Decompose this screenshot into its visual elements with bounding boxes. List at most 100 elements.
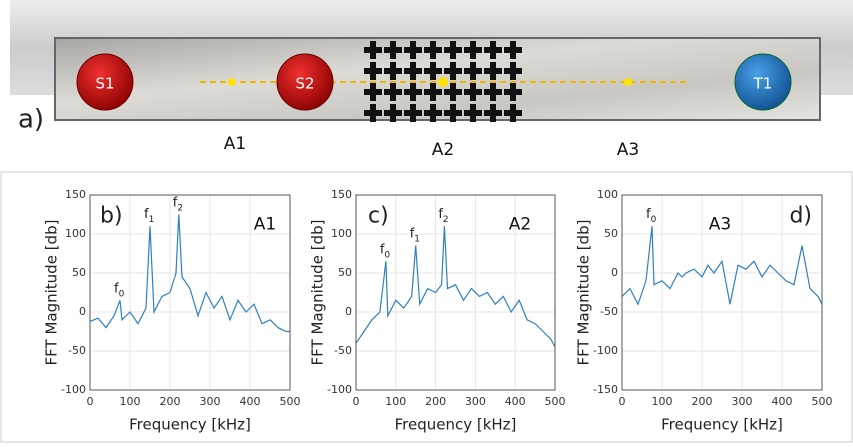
x-tick-label: 500: [812, 395, 833, 408]
panel-label: c): [368, 204, 389, 229]
actuator: [364, 41, 382, 59]
actuator: [424, 41, 442, 59]
peak-label-base: f: [646, 207, 651, 222]
x-tick-label: 0: [619, 395, 626, 408]
peak-label: f0: [380, 242, 391, 260]
chart: -150 -100 -50 0 50 100 0 100 200 300 400 500 Frequen…: [575, 188, 833, 434]
y-tick-label: 0: [79, 305, 86, 318]
y-tick-label: -50: [68, 344, 86, 357]
spectrum-line: [89, 214, 290, 333]
x-tick-label: 400: [240, 395, 261, 408]
source-node: [76, 53, 134, 111]
x-tick-label: 100: [385, 395, 406, 408]
x-tick-label: 200: [425, 395, 446, 408]
y-tick-label: -150: [593, 383, 618, 396]
actuator: [404, 62, 422, 80]
y-tick-label: -100: [61, 383, 86, 396]
y-tick-label: 0: [345, 305, 352, 318]
y-tick-label: 150: [65, 188, 86, 201]
actuator: [424, 83, 442, 101]
actuator: [424, 104, 442, 122]
y-tick-label: -50: [600, 305, 618, 318]
actuator: [424, 62, 442, 80]
region-label: A2: [432, 140, 454, 160]
spectrum-line: [621, 226, 823, 306]
region-label: A2: [509, 215, 531, 235]
axes-box: [621, 194, 823, 391]
y-tick-label: 150: [331, 188, 352, 201]
y-tick-label: 50: [338, 266, 352, 279]
panel-label: a): [18, 105, 44, 135]
actuator: [464, 83, 482, 101]
plot-area: [356, 195, 555, 390]
y-tick-label: 100: [65, 227, 86, 240]
x-tick-label: 400: [505, 395, 526, 408]
actuator: [504, 83, 522, 101]
actuator: [484, 62, 502, 80]
actuator: [384, 62, 402, 80]
peak-label-sub: 0: [384, 250, 390, 260]
x-tick-label: 100: [120, 395, 141, 408]
x-tick-label: 100: [652, 395, 673, 408]
actuator: [384, 83, 402, 101]
x-tick-label: 300: [465, 395, 486, 408]
axes-box: [89, 194, 291, 391]
x-tick-label: 400: [772, 395, 793, 408]
peak-label: f0: [114, 281, 125, 299]
actuator: [504, 41, 522, 59]
node-label: S2: [295, 75, 314, 93]
x-axis-label: Frequency [kHz]: [395, 416, 517, 434]
axes-box: [355, 194, 556, 391]
actuator: [364, 104, 382, 122]
peak-label-base: f: [173, 195, 178, 210]
y-axis-label: FFT Magnitude [db]: [43, 220, 61, 366]
point: [438, 77, 448, 87]
x-tick-label: 0: [87, 395, 94, 408]
x-tick-label: 200: [160, 395, 181, 408]
bottom-panel: [0, 171, 853, 443]
y-axis-label: FFT Magnitude [db]: [575, 220, 593, 366]
plot-area: [622, 195, 822, 390]
y-tick-label: -100: [593, 344, 618, 357]
peak-label-sub: 1: [414, 234, 420, 244]
actuator: [404, 104, 422, 122]
y-tick-label: -50: [334, 344, 352, 357]
actuator: [484, 41, 502, 59]
spectrum-line: [355, 226, 556, 348]
peak-label: f0: [646, 207, 657, 225]
peak-label: f1: [410, 226, 420, 244]
actuator: [464, 104, 482, 122]
actuator-grid: [364, 41, 522, 122]
x-tick-label: 200: [692, 395, 713, 408]
y-tick-label: 50: [604, 227, 618, 240]
actuator: [364, 62, 382, 80]
chart: -100 -50 0 50 100 150 0 100 200 300 400 500 Frequenc…: [43, 188, 301, 434]
peak-label-sub: 0: [651, 215, 657, 225]
source-node: [276, 53, 334, 111]
peak-label-base: f: [438, 207, 443, 222]
actuator: [404, 41, 422, 59]
x-tick-label: 500: [545, 395, 566, 408]
region-label: A3: [617, 140, 639, 160]
peak-label: f2: [173, 195, 183, 213]
region-label: A1: [224, 134, 246, 154]
peak-label-base: f: [114, 281, 119, 296]
actuator: [384, 41, 402, 59]
y-tick-label: 50: [72, 266, 86, 279]
actuator: [464, 62, 482, 80]
actuator: [444, 62, 462, 80]
actuator: [484, 104, 502, 122]
actuator: [444, 41, 462, 59]
point: [624, 78, 632, 86]
actuator: [364, 83, 382, 101]
x-axis-label: Frequency [kHz]: [129, 416, 251, 434]
peak-label: f1: [144, 207, 154, 225]
x-tick-label: 300: [732, 395, 753, 408]
x-tick-label: 300: [200, 395, 221, 408]
y-axis-label: FFT Magnitude [db]: [309, 220, 327, 366]
chart: -100 -50 0 50 100 150 0 100 200 300 400 500 Frequenc…: [309, 188, 566, 434]
node-label: S1: [95, 75, 114, 93]
node-label: T1: [753, 75, 773, 93]
actuator: [444, 104, 462, 122]
